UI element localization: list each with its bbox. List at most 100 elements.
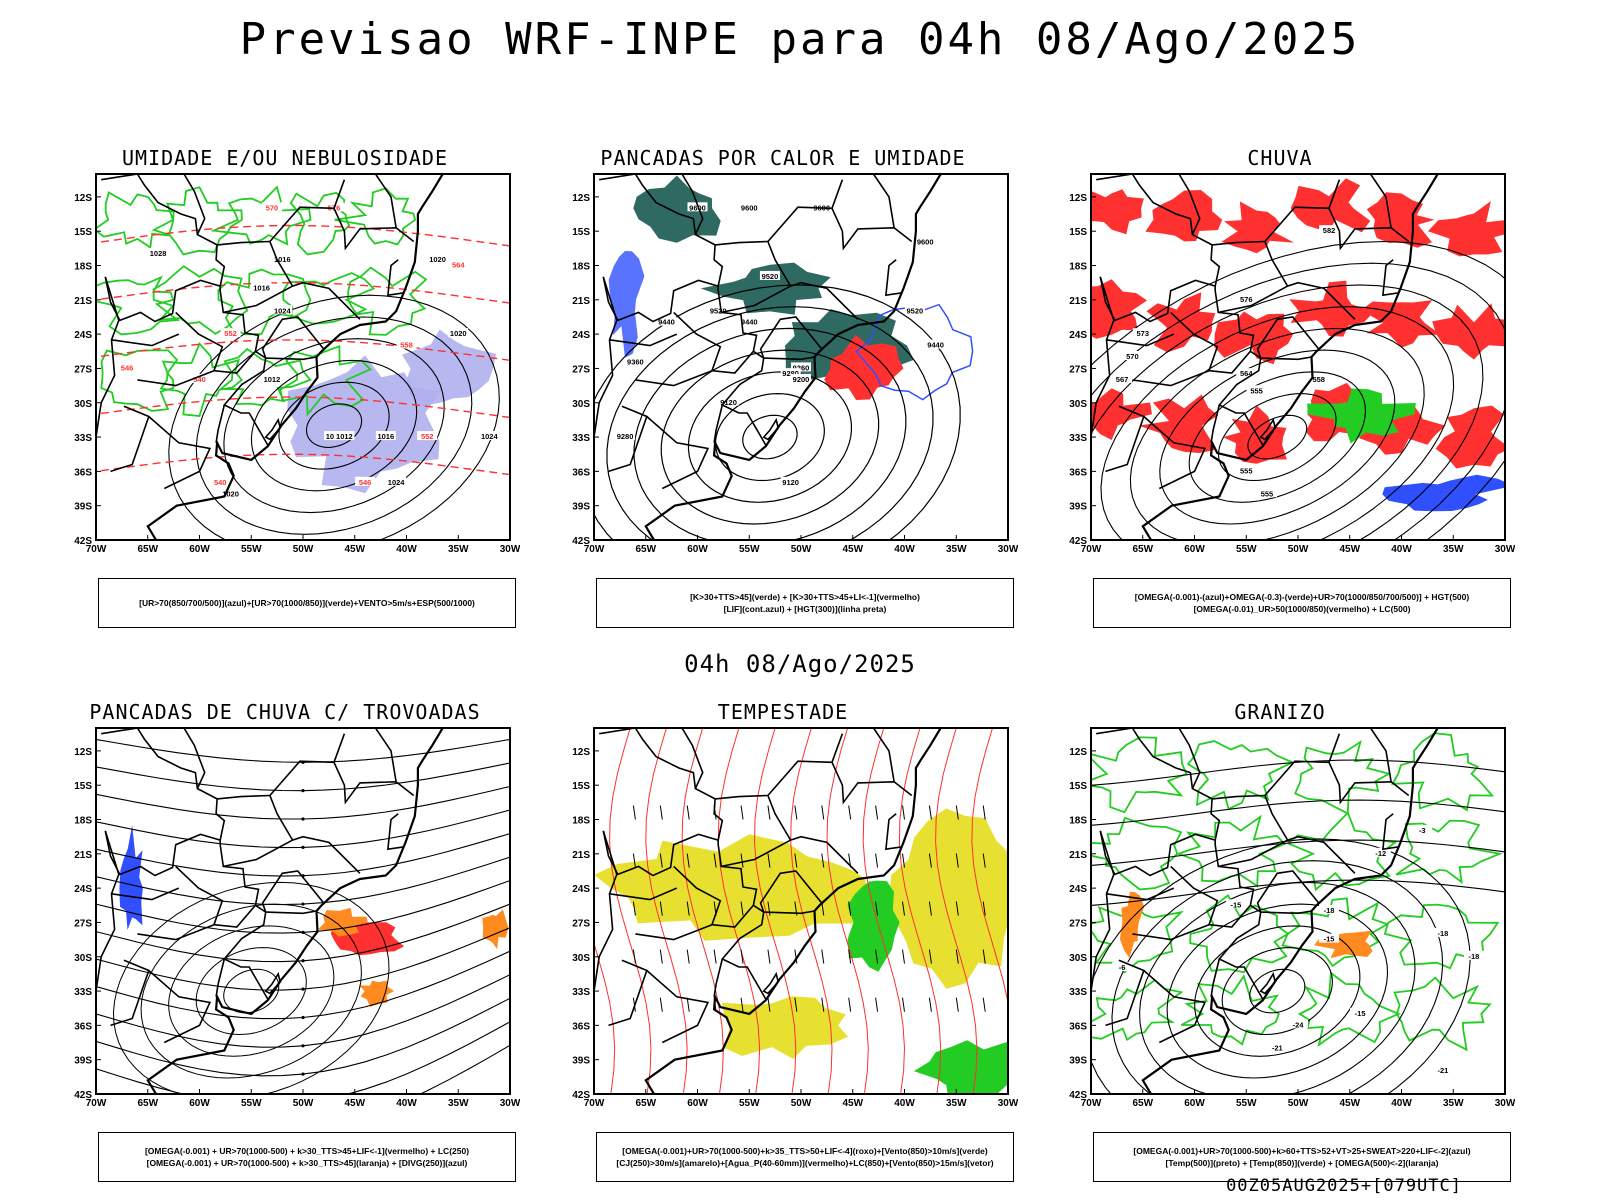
panel-pancadas-calor: PANCADAS POR CALOR E UMIDADE 9600 9600 960… bbox=[548, 146, 1018, 636]
map-area: 9600 9600 96009600952095209520944094409440… bbox=[594, 174, 974, 540]
border-line bbox=[594, 276, 618, 446]
wind-vector bbox=[767, 853, 771, 868]
border-line bbox=[759, 870, 823, 913]
map-area: -3 -12 -15 -18 -15 -6 -18 -24 -21 -21 -15 -18 bbox=[1091, 728, 1505, 1094]
humidity-area-blue bbox=[287, 355, 442, 494]
rain-area-red bbox=[1221, 201, 1295, 254]
border-line bbox=[1256, 316, 1320, 359]
coastline bbox=[644, 728, 942, 1094]
lat-label: 24S bbox=[572, 884, 590, 895]
label-bg bbox=[1319, 905, 1340, 914]
wind-vector bbox=[902, 805, 905, 820]
arrow-head bbox=[301, 1015, 305, 1020]
lon-label: 50W bbox=[293, 544, 314, 555]
wind-vector bbox=[902, 853, 905, 868]
contour-label: 9200 bbox=[793, 375, 810, 384]
temp500-line bbox=[1091, 759, 1505, 786]
streamline bbox=[96, 738, 510, 763]
border-line bbox=[223, 350, 269, 446]
arrow-head bbox=[301, 959, 305, 963]
border-line bbox=[175, 840, 260, 928]
rain-area-red bbox=[1432, 303, 1505, 360]
lat-label: 36S bbox=[1069, 467, 1087, 478]
border-line bbox=[884, 259, 902, 297]
wind-vector bbox=[902, 901, 905, 916]
lat-label: 36S bbox=[74, 1021, 92, 1032]
lon-label: 30W bbox=[1495, 1098, 1515, 1109]
wind-vector bbox=[821, 949, 825, 964]
contour-label: 1016 bbox=[253, 283, 270, 292]
contour-line bbox=[1217, 393, 1337, 482]
contour-label: 558 bbox=[1312, 375, 1325, 384]
contour-line bbox=[1221, 947, 1333, 1036]
label-bg bbox=[656, 316, 677, 326]
lon-label: 50W bbox=[293, 1098, 314, 1109]
temp850-contour bbox=[1091, 736, 1188, 814]
wind-vector bbox=[713, 949, 717, 964]
wind-vector bbox=[632, 949, 636, 964]
label-bg bbox=[210, 476, 231, 486]
arrow-head bbox=[301, 845, 305, 849]
lon-label: 60W bbox=[189, 1098, 210, 1109]
contour-label: 1012 bbox=[264, 375, 281, 384]
wind-vector bbox=[659, 901, 663, 916]
contour-line bbox=[305, 403, 363, 448]
contour-label: 9360 bbox=[627, 358, 644, 367]
border-line bbox=[96, 276, 120, 446]
border-line bbox=[374, 174, 397, 228]
label-bg bbox=[448, 259, 469, 269]
lat-label: 27S bbox=[74, 364, 92, 375]
instability-area-red bbox=[824, 334, 904, 400]
contour-label: 9280 bbox=[617, 432, 634, 441]
label-bg bbox=[396, 339, 417, 349]
border-line bbox=[261, 870, 325, 913]
lon-label: 30W bbox=[998, 1098, 1018, 1109]
panel-tempestade: TEMPESTADE 12S 15S 18S 21S 24S 27S 30S 33S 36S 39… bbox=[548, 700, 1018, 1190]
lif-contour bbox=[855, 303, 974, 401]
label-bg bbox=[925, 339, 946, 349]
temp850-contour bbox=[1383, 903, 1500, 970]
border-line bbox=[1091, 830, 1115, 1000]
label-bg bbox=[261, 202, 282, 212]
storm-area-orange bbox=[482, 909, 509, 950]
lat-label: 30S bbox=[572, 953, 590, 964]
border-line bbox=[215, 958, 226, 997]
border-line bbox=[110, 405, 150, 473]
lon-label: 45W bbox=[344, 544, 365, 555]
panel-title: CHUVA bbox=[1247, 146, 1313, 170]
humidity-contour-green bbox=[279, 345, 372, 417]
lon-label: 60W bbox=[189, 544, 210, 555]
label-bg bbox=[1112, 962, 1133, 972]
humidity-contour-green bbox=[100, 349, 179, 412]
contour-line bbox=[1100, 306, 1455, 540]
border-line bbox=[217, 240, 270, 246]
contour-label: 9600 bbox=[917, 238, 934, 247]
border-line bbox=[111, 333, 180, 347]
legend-line: [OMEGA(-0.001) + UR>70(1000-500) + k>30_… bbox=[146, 1158, 468, 1168]
wind-vector bbox=[794, 997, 798, 1012]
wind-vector bbox=[875, 997, 879, 1012]
border-line bbox=[766, 760, 913, 841]
instability-area-green bbox=[700, 262, 831, 315]
lat-label: 24S bbox=[1069, 330, 1087, 341]
border-line bbox=[831, 179, 844, 209]
lon-label: 70W bbox=[584, 544, 605, 555]
label-bg bbox=[1236, 368, 1257, 378]
contour-label: 552 bbox=[224, 329, 237, 338]
lon-label: 30W bbox=[500, 544, 520, 555]
arrow-head bbox=[301, 1044, 305, 1048]
border-line bbox=[265, 910, 317, 915]
border-line bbox=[763, 356, 815, 361]
border-line bbox=[1132, 923, 1210, 941]
wind-vector bbox=[713, 853, 717, 868]
contour-label: 558 bbox=[400, 341, 413, 350]
contour-label: 540 bbox=[193, 375, 206, 384]
contour-line bbox=[223, 338, 445, 514]
contour-line bbox=[223, 968, 280, 1014]
contour-label: 570 bbox=[1126, 352, 1139, 361]
border-line bbox=[681, 728, 704, 789]
contour-line bbox=[1188, 371, 1366, 503]
label-bg bbox=[448, 328, 469, 338]
wind-vector bbox=[955, 805, 959, 820]
